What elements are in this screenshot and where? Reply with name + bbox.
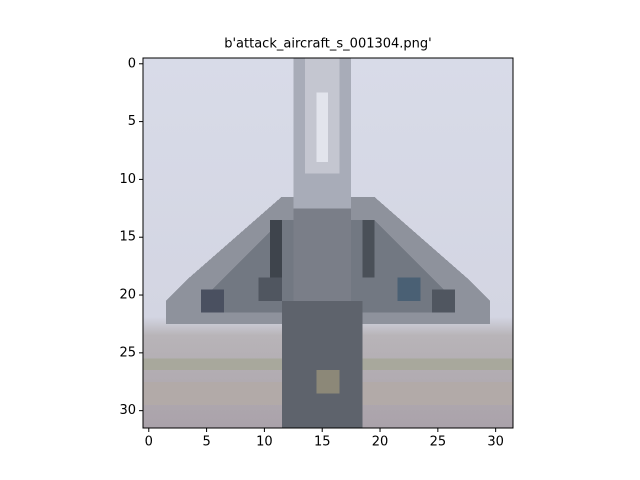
axes-frame (142, 57, 514, 429)
y-tick-label: 25 (119, 345, 136, 360)
chart-title: b'attack_aircraft_s_001304.png' (224, 37, 432, 52)
x-tick-label: 5 (202, 435, 210, 450)
image (143, 58, 513, 428)
x-tick-label: 0 (145, 435, 153, 450)
x-tick-label: 30 (487, 435, 504, 450)
y-tick-label: 0 (128, 56, 136, 71)
x-tick-label: 10 (256, 435, 273, 450)
y-tick-label: 30 (119, 403, 136, 418)
y-tick-label: 15 (119, 230, 136, 245)
y-tick-label: 20 (119, 288, 136, 303)
x-tick-label: 15 (314, 435, 331, 450)
x-tick-label: 20 (372, 435, 389, 450)
y-tick-label: 10 (119, 172, 136, 187)
y-tick-label: 5 (128, 114, 136, 129)
x-tick-label: 25 (430, 435, 447, 450)
